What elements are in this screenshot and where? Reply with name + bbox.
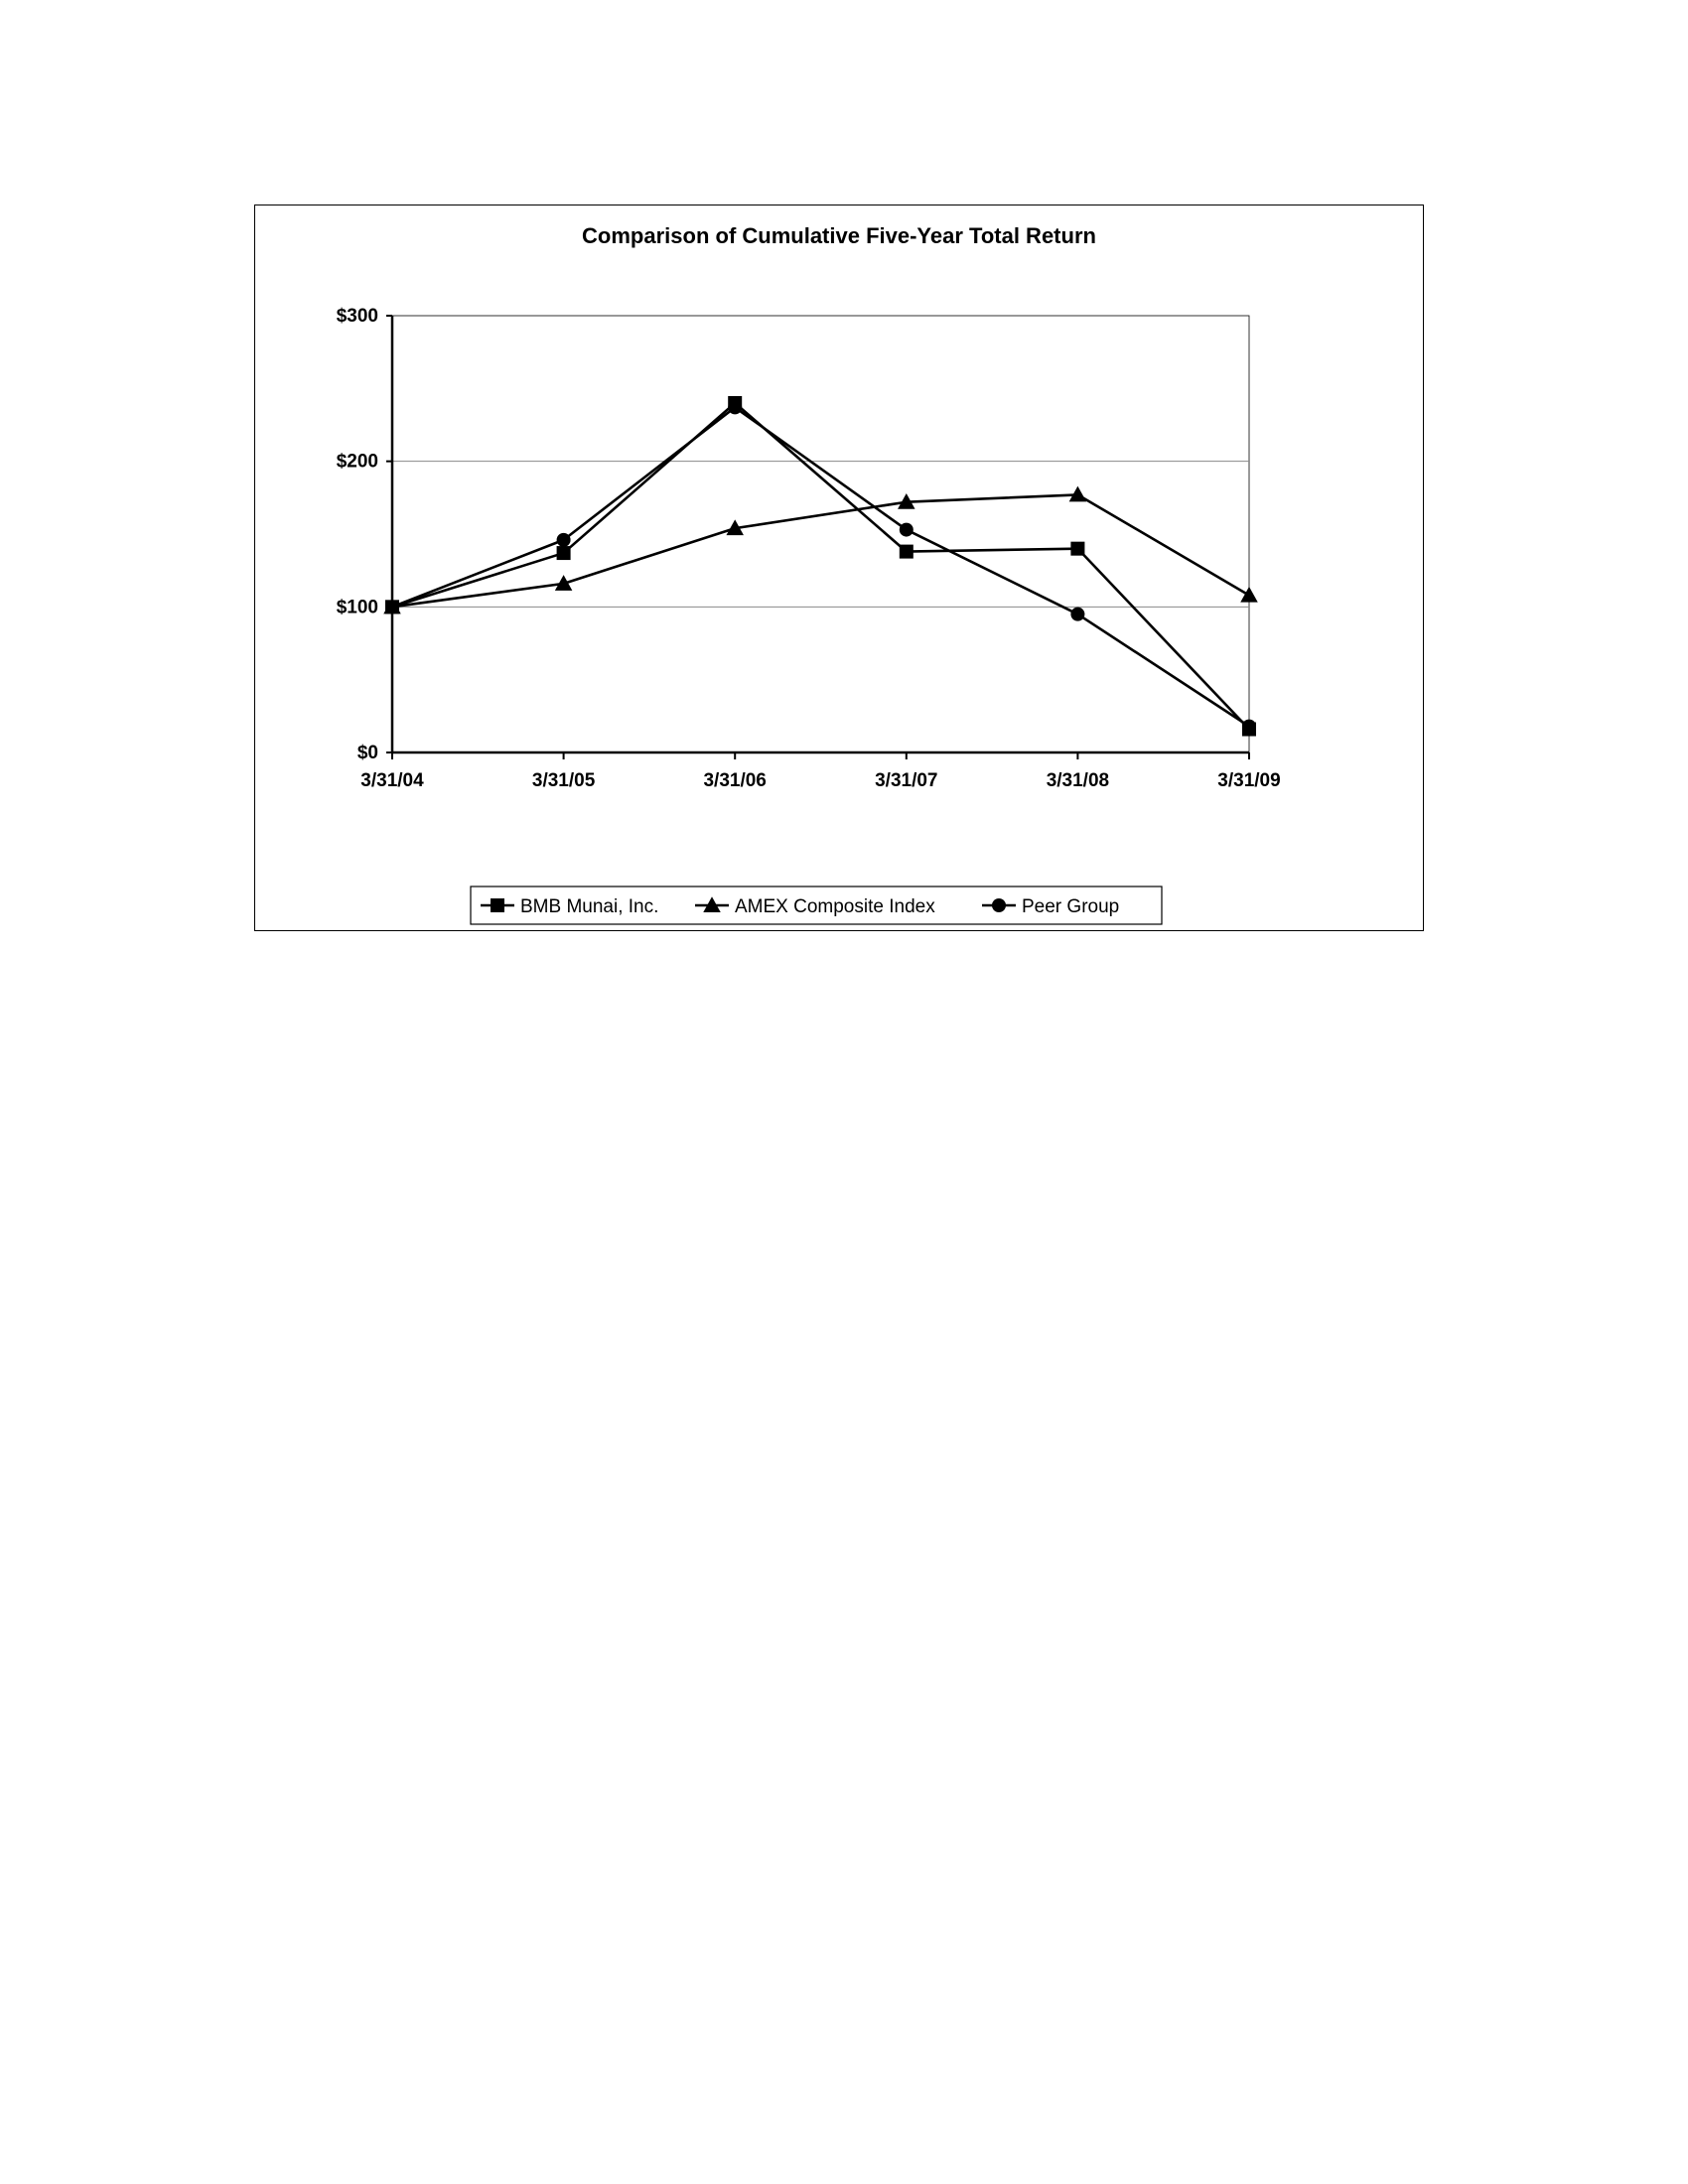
square-marker: [556, 546, 571, 561]
triangle-marker: [1240, 586, 1258, 603]
legend-box: [470, 886, 1163, 925]
y-tick-label: $0: [357, 743, 378, 763]
plot-area: [391, 315, 1250, 753]
y-tick-label: $300: [337, 306, 378, 327]
circle-marker: [992, 898, 1006, 912]
square-marker: [899, 544, 914, 559]
triangle-marker: [898, 492, 915, 509]
square-marker: [1070, 541, 1085, 556]
x-tick-label: 3/31/06: [703, 770, 766, 791]
legend-label: Peer Group: [1022, 896, 1119, 917]
legend: BMB Munai, Inc. AMEX Composite Index Peer …: [470, 886, 1163, 925]
circle-marker: [385, 600, 399, 614]
chart-svg: Comparison of Cumulative Five-Year Total…: [337, 223, 1281, 925]
x-axis-ticks: 3/31/04 3/31/05 3/31/06 3/31/07 3/31/08 3/31/…: [360, 752, 1281, 791]
triangle-marker: [703, 896, 721, 912]
series-line: [391, 493, 1250, 609]
x-tick-label: 3/31/04: [360, 770, 424, 791]
gridlines: [392, 461, 1249, 608]
x-tick-label: 3/31/05: [532, 770, 596, 791]
triangle-marker: [554, 575, 573, 591]
circle-marker: [1070, 607, 1085, 621]
series-circle: [385, 400, 1256, 734]
series-line: [391, 406, 1250, 728]
series-layer: [383, 396, 1258, 737]
circle-marker: [1242, 719, 1256, 734]
square-marker: [491, 898, 504, 912]
y-tick-label: $200: [337, 452, 378, 473]
triangle-marker: [726, 519, 744, 536]
circle-marker: [556, 532, 571, 547]
legend-label: BMB Munai, Inc.: [520, 896, 658, 917]
series-square: [385, 396, 1256, 737]
series-line: [391, 401, 1250, 731]
y-axis-ticks: $0 $100 $200 $300: [337, 306, 392, 763]
x-tick-label: 3/31/09: [1217, 770, 1280, 791]
triangle-marker: [1068, 485, 1087, 502]
chart-frame: Comparison of Cumulative Five-Year Total…: [254, 205, 1424, 931]
circle-marker: [728, 400, 743, 415]
legend-label: AMEX Composite Index: [735, 896, 935, 917]
circle-marker: [899, 522, 914, 537]
y-tick-label: $100: [337, 597, 378, 617]
x-tick-label: 3/31/08: [1047, 770, 1109, 791]
x-tick-label: 3/31/07: [875, 770, 937, 791]
plot-border: [391, 315, 1250, 753]
series-triangle: [383, 485, 1258, 614]
axes: [390, 316, 1249, 754]
chart-title: Comparison of Cumulative Five-Year Total…: [582, 223, 1096, 248]
